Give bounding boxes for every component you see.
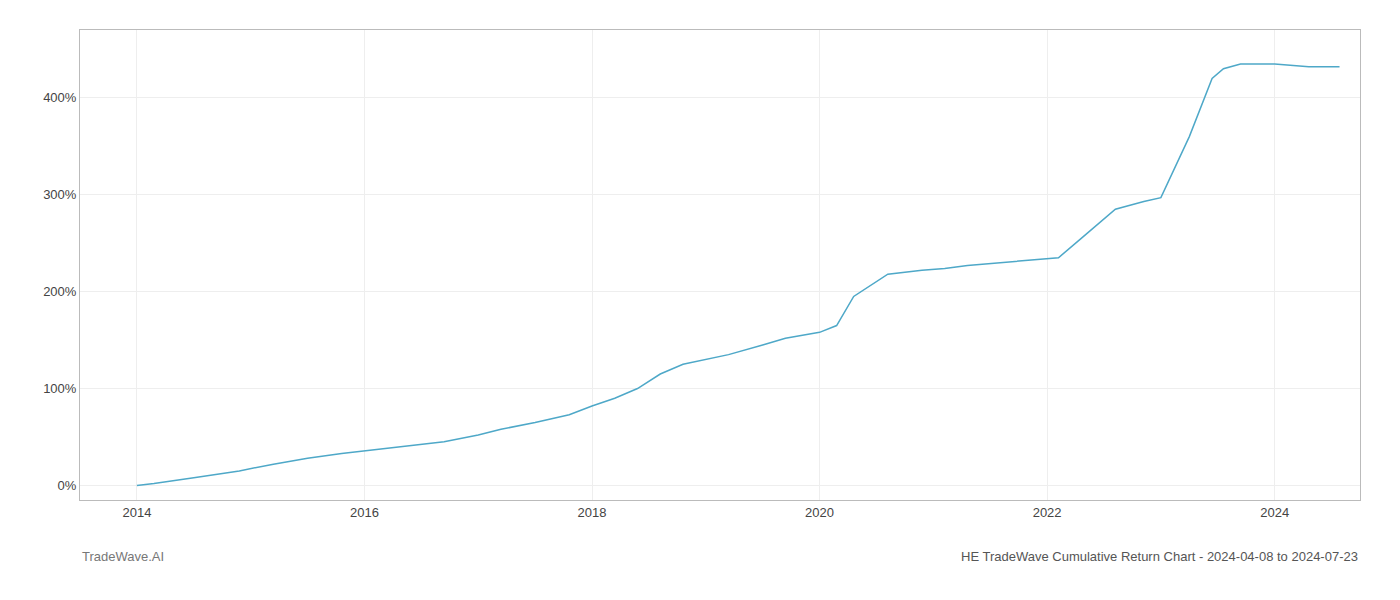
svg-text:0%: 0%: [58, 478, 77, 493]
svg-text:2020: 2020: [805, 505, 834, 520]
svg-text:2024: 2024: [1260, 505, 1289, 520]
svg-text:HE TradeWave Cumulative Return: HE TradeWave Cumulative Return Chart - 2…: [961, 549, 1358, 564]
svg-text:200%: 200%: [43, 284, 77, 299]
svg-text:TradeWave.AI: TradeWave.AI: [82, 549, 164, 564]
svg-text:300%: 300%: [43, 187, 77, 202]
svg-text:400%: 400%: [43, 90, 77, 105]
svg-text:2022: 2022: [1033, 505, 1062, 520]
svg-text:2014: 2014: [122, 505, 151, 520]
svg-text:2018: 2018: [578, 505, 607, 520]
svg-text:100%: 100%: [43, 381, 77, 396]
svg-text:2016: 2016: [350, 505, 379, 520]
